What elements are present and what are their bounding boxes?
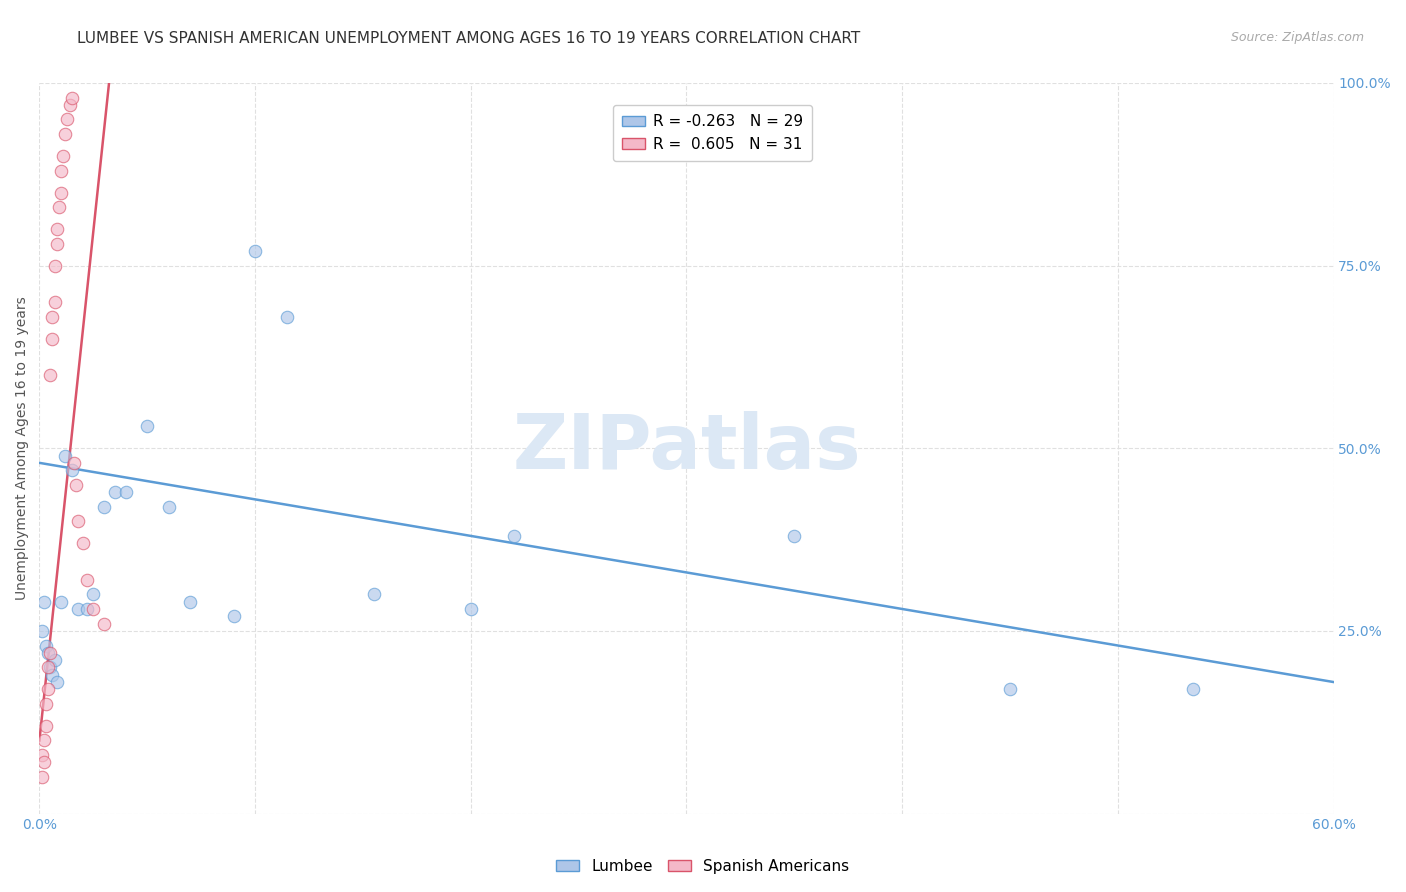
Point — [39, 368, 62, 383]
Point — [37, 682, 59, 697]
Point — [44, 653, 66, 667]
Text: LUMBEE VS SPANISH AMERICAN UNEMPLOYMENT AMONG AGES 16 TO 19 YEARS CORRELATION CH: LUMBEE VS SPANISH AMERICAN UNEMPLOYMENT … — [77, 31, 860, 46]
Point — [41, 310, 63, 324]
Point — [67, 602, 90, 616]
Point — [114, 485, 136, 500]
Point — [63, 456, 86, 470]
Point — [35, 719, 58, 733]
Point — [104, 485, 127, 500]
Point — [48, 200, 70, 214]
Point — [276, 310, 298, 324]
Text: Source: ZipAtlas.com: Source: ZipAtlas.com — [1230, 31, 1364, 45]
Point — [35, 639, 58, 653]
Legend: Lumbee, Spanish Americans: Lumbee, Spanish Americans — [550, 853, 856, 880]
Point — [37, 646, 59, 660]
Point — [41, 332, 63, 346]
Point — [45, 236, 67, 251]
Point — [243, 244, 266, 258]
Point — [37, 660, 59, 674]
Point — [998, 682, 1021, 697]
Point — [157, 500, 180, 514]
Point — [41, 667, 63, 681]
Point — [44, 259, 66, 273]
Point — [35, 697, 58, 711]
Point — [53, 127, 76, 141]
Point — [67, 514, 90, 528]
Point — [32, 595, 55, 609]
Point — [65, 477, 87, 491]
Point — [72, 536, 94, 550]
Point — [31, 624, 53, 638]
Point — [1182, 682, 1205, 697]
Point — [49, 163, 72, 178]
Point — [76, 602, 98, 616]
Point — [45, 675, 67, 690]
Point — [60, 90, 83, 104]
Point — [59, 98, 82, 112]
Point — [82, 602, 104, 616]
Legend: R = -0.263   N = 29, R =  0.605   N = 31: R = -0.263 N = 29, R = 0.605 N = 31 — [613, 105, 811, 161]
Point — [39, 646, 62, 660]
Point — [32, 756, 55, 770]
Point — [82, 587, 104, 601]
Point — [783, 529, 806, 543]
Point — [460, 602, 482, 616]
Point — [31, 748, 53, 763]
Text: ZIPatlas: ZIPatlas — [512, 411, 860, 485]
Point — [60, 463, 83, 477]
Point — [503, 529, 526, 543]
Point — [39, 660, 62, 674]
Point — [222, 609, 245, 624]
Point — [179, 595, 201, 609]
Point — [136, 419, 159, 434]
Y-axis label: Unemployment Among Ages 16 to 19 years: Unemployment Among Ages 16 to 19 years — [15, 296, 30, 600]
Point — [52, 149, 75, 163]
Point — [53, 449, 76, 463]
Point — [49, 595, 72, 609]
Point — [56, 112, 79, 127]
Point — [31, 770, 53, 784]
Point — [93, 616, 115, 631]
Point — [93, 500, 115, 514]
Point — [49, 186, 72, 200]
Point — [32, 733, 55, 747]
Point — [363, 587, 385, 601]
Point — [76, 573, 98, 587]
Point — [45, 222, 67, 236]
Point — [44, 295, 66, 310]
